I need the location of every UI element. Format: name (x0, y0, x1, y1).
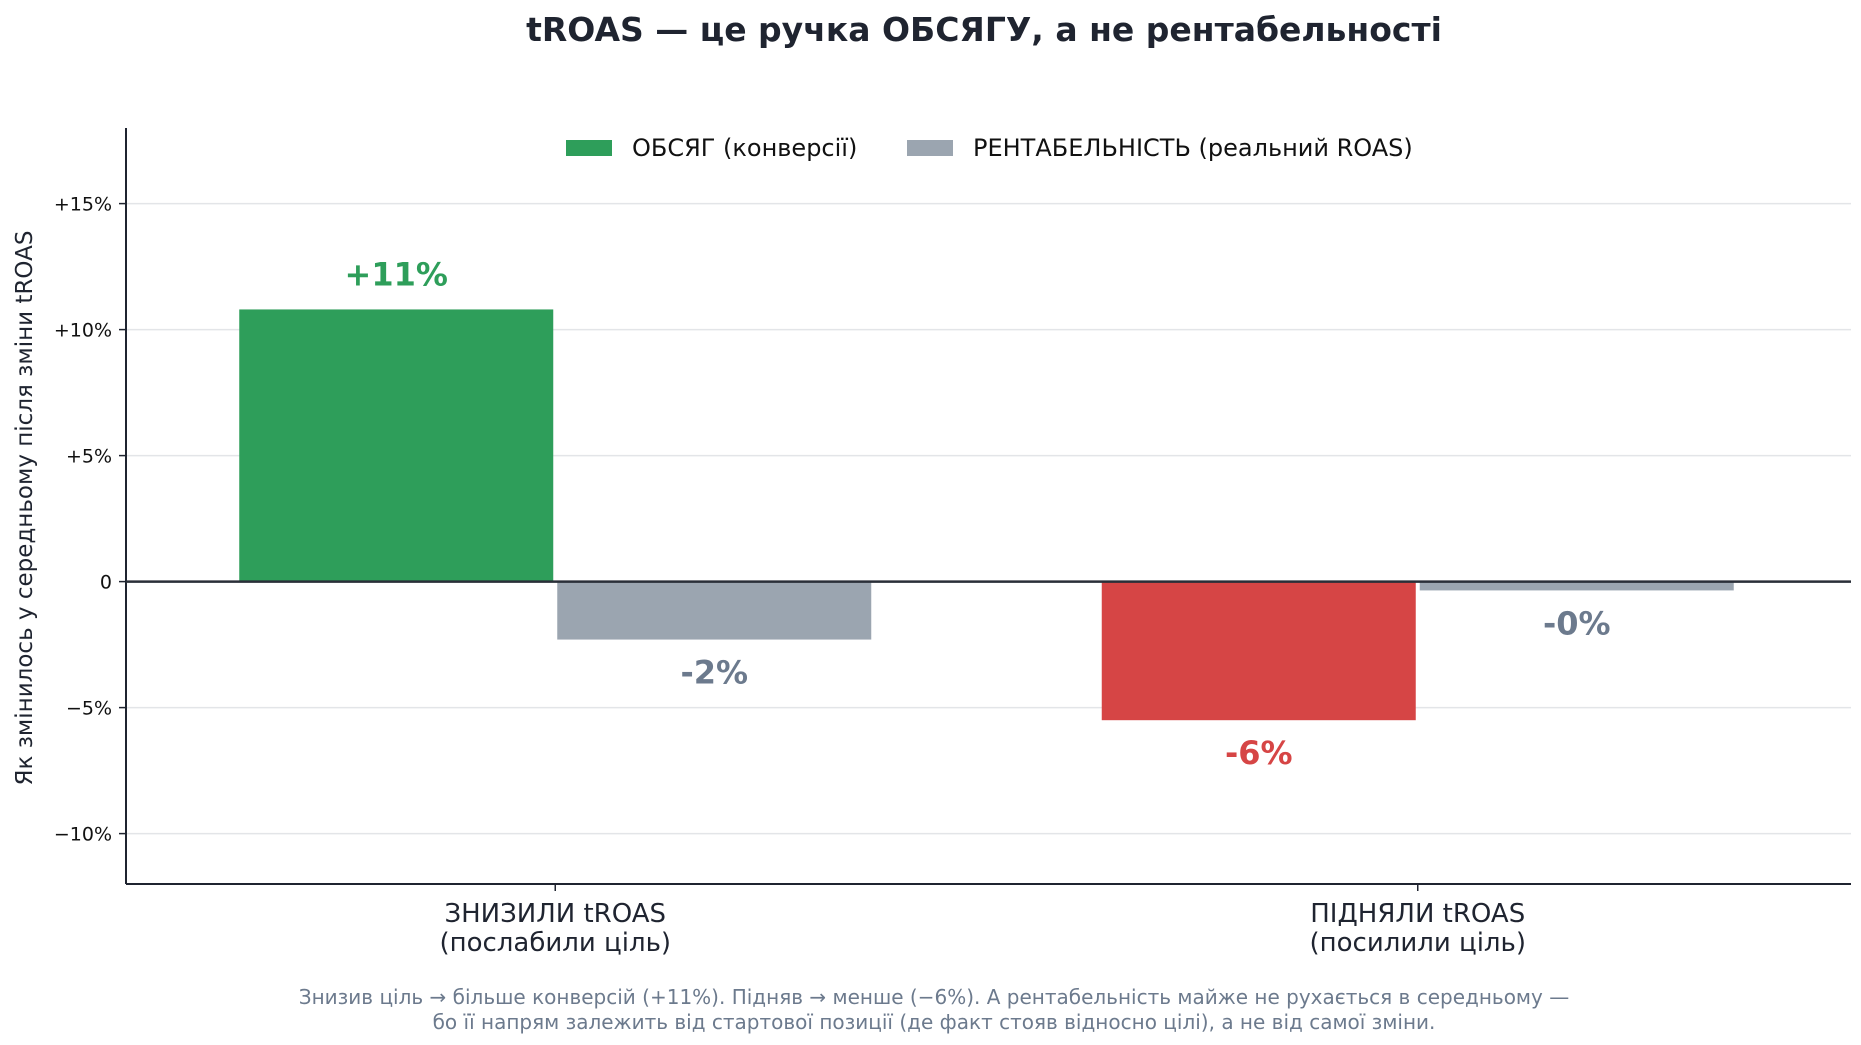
y-tick-label: +5% (66, 446, 112, 468)
y-tick-label: 0 (100, 572, 112, 594)
bars (239, 309, 1734, 721)
y-tick-label: +10% (54, 320, 112, 342)
data-label: -6% (1225, 734, 1293, 772)
bar-profit (557, 581, 872, 640)
legend: ОБСЯГ (конверсії) РЕНТАБЕЛЬНІСТЬ (реальн… (566, 134, 1413, 162)
chart-title: tROAS — це ручка ОБСЯГУ, а не рентабельн… (526, 10, 1442, 49)
y-ticks: +15% +10% +5% 0 −5% −10% (54, 194, 126, 846)
y-tick-label: −5% (66, 698, 112, 720)
legend-label-volume: ОБСЯГ (конверсії) (632, 134, 857, 162)
y-tick-label: −10% (54, 824, 112, 846)
value-labels: +11% -2% -6% -0% (345, 255, 1611, 772)
y-axis-label: Як змінилось у середньому після зміни tR… (12, 231, 38, 786)
x-categories: ЗНИЗИЛИ tROAS(послабили ціль) ПІДНЯЛИ tRO… (439, 884, 1526, 958)
data-label: -0% (1543, 604, 1611, 642)
bar-volume (1101, 581, 1416, 721)
x-category-label: (посилили ціль) (1309, 928, 1526, 958)
x-category-label: (послабили ціль) (439, 928, 671, 958)
bar-profit (1419, 581, 1734, 591)
footnote-line-1: Знизив ціль → більше конверсій (+11%). П… (299, 985, 1569, 1009)
y-tick-label: +15% (54, 194, 112, 216)
footnote-line-2: бо її напрям залежить від стартової пози… (433, 1010, 1436, 1034)
x-category-label: ЗНИЗИЛИ tROAS (444, 899, 666, 929)
data-label: +11% (345, 255, 448, 293)
legend-swatch-volume (566, 140, 612, 156)
bar-volume (239, 309, 554, 582)
legend-swatch-profit (907, 140, 953, 156)
legend-label-profit: РЕНТАБЕЛЬНІСТЬ (реальний ROAS) (973, 134, 1413, 162)
data-label: -2% (680, 654, 748, 692)
x-category-label: ПІДНЯЛИ tROAS (1310, 899, 1525, 929)
